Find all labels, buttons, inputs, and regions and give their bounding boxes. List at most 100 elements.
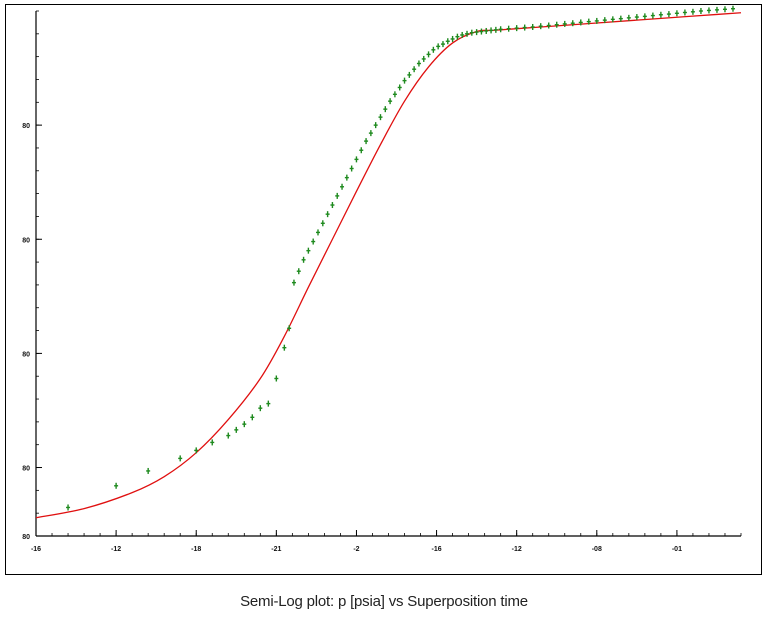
x-tick-label: -12 — [512, 546, 522, 553]
data-point — [469, 29, 474, 36]
data-point — [258, 405, 263, 412]
data-point — [514, 25, 519, 32]
data-point — [335, 192, 340, 199]
data-point — [455, 33, 460, 40]
data-point — [650, 12, 655, 19]
data-point — [373, 122, 378, 129]
data-point — [570, 20, 575, 27]
data-point — [402, 77, 407, 84]
x-tick-label: -16 — [31, 546, 41, 553]
data-point — [194, 447, 199, 454]
data-point — [178, 455, 183, 462]
data-point — [602, 17, 607, 24]
data-point — [392, 91, 397, 98]
data-point — [690, 8, 695, 15]
data-point — [296, 268, 301, 275]
x-tick-label: -16 — [432, 546, 442, 553]
data-point — [368, 130, 373, 137]
data-point — [320, 220, 325, 227]
data-point — [383, 106, 388, 113]
data-point — [642, 13, 647, 20]
x-tick-label: -12 — [111, 546, 121, 553]
data-point — [210, 439, 215, 446]
data-point — [378, 114, 383, 121]
data-point — [538, 23, 543, 30]
data-point — [479, 28, 484, 35]
data-point — [506, 25, 511, 32]
data-point — [311, 238, 316, 245]
data-point — [114, 482, 119, 489]
data-point — [493, 26, 498, 33]
x-tick-label: -01 — [672, 546, 682, 553]
y-tick-label: 80 — [22, 466, 30, 473]
data-point — [330, 202, 335, 209]
x-tick-label: -2 — [353, 546, 359, 553]
y-tick-label: 80 — [22, 123, 30, 130]
data-point — [250, 414, 255, 421]
data-point — [146, 467, 151, 474]
data-point — [578, 19, 583, 26]
data-point — [674, 10, 679, 17]
data-point — [436, 43, 441, 50]
x-tick-label: -08 — [592, 546, 602, 553]
data-point — [416, 60, 421, 67]
data-point — [618, 15, 623, 22]
data-point — [388, 98, 393, 105]
data-point — [530, 23, 535, 30]
data-point — [287, 325, 292, 332]
data-point — [354, 156, 359, 163]
x-tick-label: -18 — [191, 546, 201, 553]
plot-frame: -16 -12 -18 -21 -2 -16 -12 -08 -01 80 80 80 80 80 — [5, 4, 762, 575]
y-tick-label: 80 — [22, 237, 30, 244]
data-point — [465, 30, 470, 37]
data-point — [234, 426, 239, 433]
data-point — [666, 11, 671, 18]
data-point — [349, 165, 354, 172]
data-point — [460, 31, 465, 38]
data-point — [586, 18, 591, 25]
model-curve — [35, 12, 742, 519]
data-point — [634, 14, 639, 21]
data-point — [344, 174, 349, 181]
data-point — [274, 375, 279, 382]
data-point — [730, 5, 735, 12]
data-point — [266, 400, 271, 407]
data-point — [66, 504, 71, 511]
chart-plot: -16 -12 -18 -21 -2 -16 -12 -08 -01 80 80 80 80 80 — [22, 5, 742, 553]
y-tick-label: 80 — [22, 351, 30, 358]
data-point — [484, 27, 489, 34]
data-point — [364, 138, 369, 145]
data-point — [714, 6, 719, 13]
data-point — [397, 84, 402, 91]
data-point — [682, 9, 687, 16]
data-point — [340, 183, 345, 190]
data-point — [698, 8, 703, 14]
data-point — [226, 432, 231, 439]
data-point — [562, 20, 567, 27]
data-point — [489, 27, 494, 34]
data-point — [282, 344, 287, 351]
data-point — [301, 256, 306, 263]
y-tick-label: 80 — [22, 534, 30, 541]
data-point — [554, 21, 559, 28]
data-point — [706, 7, 711, 14]
data-point — [421, 55, 426, 62]
data-point — [522, 24, 527, 31]
data-point — [407, 71, 412, 78]
data-point — [498, 26, 503, 33]
data-point — [325, 211, 330, 218]
data-point — [445, 38, 450, 45]
data-point — [474, 29, 479, 36]
data-point — [359, 147, 364, 154]
data-point — [450, 35, 455, 42]
data-point — [722, 6, 727, 13]
data-point — [594, 17, 599, 24]
data-point — [412, 66, 417, 73]
data-point — [610, 16, 615, 23]
data-point — [426, 51, 431, 58]
data-point — [626, 14, 631, 21]
data-point — [440, 41, 445, 48]
data-point — [431, 46, 436, 53]
data-point — [658, 11, 663, 18]
data-point — [546, 22, 551, 29]
